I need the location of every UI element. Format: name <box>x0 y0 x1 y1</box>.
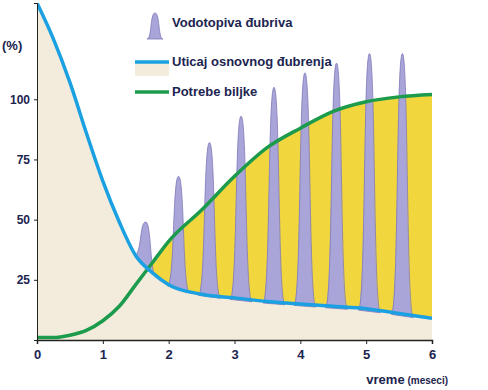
y-axis: 25 50 75 100 <box>10 4 38 341</box>
y-tick: 75 <box>17 153 37 167</box>
x-axis-line <box>38 341 433 345</box>
legend-label: Potrebe biljke <box>172 84 257 99</box>
legend-label: Uticaj osnovnog đubrenja <box>172 54 332 69</box>
x-tick: 5 <box>363 340 370 362</box>
legend-item: Uticaj osnovnog đubrenja <box>135 54 332 76</box>
x-tick-label: 1 <box>100 347 107 362</box>
x-tick-label: 3 <box>231 347 238 362</box>
y-tick-mark <box>34 220 37 221</box>
fertilizer-spike <box>263 87 285 305</box>
needs-gap-area <box>37 3 432 318</box>
x-tick: 2 <box>166 340 173 362</box>
fertilizer-spike <box>294 73 316 307</box>
y-tick-mark <box>34 159 37 160</box>
y-tick-label: 25 <box>17 273 31 287</box>
x-tick-label: 6 <box>429 347 436 362</box>
x-tick: 3 <box>231 340 238 362</box>
y-tick-label: 50 <box>17 213 31 227</box>
x-tick: 0 <box>34 340 41 362</box>
y-tick-mark <box>34 280 37 281</box>
x-axis: 0 1 2 3 4 5 6 <box>34 340 436 362</box>
base-area <box>37 3 432 340</box>
legend-icon <box>135 60 169 64</box>
fertilizer-spike <box>230 116 252 302</box>
y-axis-title: (%) <box>2 38 22 53</box>
needs-line <box>37 94 432 337</box>
y-tick-label: 75 <box>17 153 31 167</box>
legend-icon <box>147 13 163 39</box>
x-tick-mark <box>169 340 170 344</box>
y-axis-line <box>34 4 38 341</box>
x-tick-label: 5 <box>363 347 370 362</box>
base-line <box>37 3 432 318</box>
y-tick-mark <box>34 99 37 100</box>
x-tick-mark <box>432 340 433 344</box>
x-tick-label: 4 <box>297 347 305 362</box>
legend-item: Vodotopiva đubriva <box>147 13 293 39</box>
legend-icon-fill <box>135 62 169 76</box>
x-tick-label: 2 <box>166 347 173 362</box>
y-tick: 100 <box>10 93 37 107</box>
x-tick-mark <box>103 340 104 344</box>
legend-icon <box>135 90 169 94</box>
legend-item: Potrebe biljke <box>135 84 257 99</box>
y-tick-label: 100 <box>10 93 30 107</box>
legend-label: Vodotopiva đubriva <box>172 15 293 30</box>
x-tick: 1 <box>100 340 107 362</box>
fertilizer-spike <box>326 63 348 309</box>
plot-area <box>37 3 432 340</box>
fertilizer-spike <box>391 54 413 318</box>
x-tick: 4 <box>297 340 305 362</box>
x-tick-mark <box>300 340 301 344</box>
x-axis-title: vreme (meseci) <box>366 372 448 387</box>
y-tick: 50 <box>17 213 37 227</box>
chart: 0 1 2 3 4 5 6 25 50 75 100 (%) vreme (meseci) Vodotop… <box>0 0 488 390</box>
x-tick-label: 0 <box>34 347 41 362</box>
x-tick-mark <box>235 340 236 344</box>
legend: Vodotopiva đubriva Uticaj osnovnog đubren… <box>135 13 332 99</box>
fertilizer-spike <box>168 176 190 292</box>
x-tick-mark <box>366 340 367 344</box>
y-tick: 25 <box>17 273 37 287</box>
fertilizer-spike <box>198 143 220 299</box>
fertilizer-spike <box>358 54 380 313</box>
x-tick: 6 <box>429 340 436 362</box>
